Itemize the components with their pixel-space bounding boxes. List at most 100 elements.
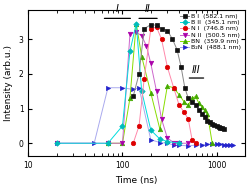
B₂N  (488.1 nm) bbox=[226, 144, 229, 146]
B I  (582.1 nm) bbox=[183, 87, 186, 89]
N I  (746.8 nm) bbox=[155, 26, 158, 28]
B II  (345.1 nm) bbox=[158, 138, 161, 140]
B I  (582.1 nm) bbox=[221, 127, 224, 129]
B I  (582.1 nm) bbox=[206, 120, 209, 122]
B₂N  (488.1 nm) bbox=[137, 87, 140, 89]
BN  (359.9 nm) bbox=[140, 55, 143, 58]
BN  (359.9 nm) bbox=[203, 109, 206, 112]
B₂N  (488.1 nm) bbox=[194, 144, 197, 146]
B I  (582.1 nm) bbox=[187, 97, 190, 99]
Text: I: I bbox=[116, 4, 119, 14]
Text: II: II bbox=[145, 4, 150, 14]
Line: N II  (500.5 nm): N II (500.5 nm) bbox=[55, 30, 190, 146]
BN  (359.9 nm) bbox=[106, 142, 109, 144]
B₂N  (488.1 nm) bbox=[132, 88, 135, 91]
BN  (359.9 nm) bbox=[183, 101, 186, 103]
B II  (345.1 nm) bbox=[121, 125, 124, 127]
B₂N  (488.1 nm) bbox=[200, 144, 203, 146]
BN  (359.9 nm) bbox=[128, 97, 131, 99]
N I  (746.8 nm) bbox=[166, 66, 169, 68]
BN  (359.9 nm) bbox=[197, 102, 200, 105]
B I  (582.1 nm) bbox=[149, 23, 152, 26]
N I  (746.8 nm) bbox=[172, 87, 175, 89]
BN  (359.9 nm) bbox=[135, 22, 138, 25]
B I  (582.1 nm) bbox=[180, 66, 183, 68]
B I  (582.1 nm) bbox=[211, 123, 214, 125]
BN  (359.9 nm) bbox=[158, 128, 161, 130]
N I  (746.8 nm) bbox=[149, 28, 152, 30]
B I  (582.1 nm) bbox=[143, 28, 146, 30]
N I  (746.8 nm) bbox=[191, 139, 194, 141]
BN  (359.9 nm) bbox=[178, 94, 181, 96]
B₂N  (488.1 nm) bbox=[172, 144, 175, 146]
B I  (582.1 nm) bbox=[160, 28, 163, 30]
B₂N  (488.1 nm) bbox=[106, 87, 109, 89]
N II  (500.5 nm) bbox=[155, 90, 158, 92]
N II  (500.5 nm) bbox=[178, 142, 181, 144]
B I  (582.1 nm) bbox=[176, 48, 179, 51]
B₂N  (488.1 nm) bbox=[229, 144, 232, 146]
N II  (500.5 nm) bbox=[145, 45, 148, 47]
N II  (500.5 nm) bbox=[149, 62, 152, 65]
N I  (746.8 nm) bbox=[194, 142, 197, 144]
N I  (746.8 nm) bbox=[132, 142, 135, 144]
B I  (582.1 nm) bbox=[155, 24, 158, 26]
N II  (500.5 nm) bbox=[140, 35, 143, 37]
BN  (359.9 nm) bbox=[206, 113, 209, 115]
N II  (500.5 nm) bbox=[106, 142, 109, 144]
N II  (500.5 nm) bbox=[55, 142, 58, 144]
Line: N I  (746.8 nm): N I (746.8 nm) bbox=[131, 25, 198, 146]
B₂N  (488.1 nm) bbox=[158, 141, 161, 144]
B I  (582.1 nm) bbox=[200, 113, 203, 115]
B₂N  (488.1 nm) bbox=[121, 87, 124, 89]
B I  (582.1 nm) bbox=[208, 121, 211, 124]
B I  (582.1 nm) bbox=[217, 126, 220, 128]
B II  (345.1 nm) bbox=[55, 142, 58, 144]
B₂N  (488.1 nm) bbox=[55, 142, 58, 144]
B I  (582.1 nm) bbox=[219, 126, 222, 129]
B₂N  (488.1 nm) bbox=[149, 139, 152, 141]
B I  (582.1 nm) bbox=[213, 124, 216, 126]
B₂N  (488.1 nm) bbox=[187, 145, 190, 147]
B₂N  (488.1 nm) bbox=[178, 144, 181, 146]
B₂N  (488.1 nm) bbox=[215, 143, 218, 145]
BN  (359.9 nm) bbox=[121, 142, 124, 144]
BN  (359.9 nm) bbox=[187, 104, 190, 106]
B I  (582.1 nm) bbox=[203, 116, 206, 118]
B I  (582.1 nm) bbox=[222, 128, 225, 130]
B II  (345.1 nm) bbox=[135, 22, 138, 25]
BN  (359.9 nm) bbox=[166, 85, 169, 87]
B₂N  (488.1 nm) bbox=[206, 143, 209, 145]
Line: B I  (582.1 nm): B I (582.1 nm) bbox=[131, 22, 226, 131]
N II  (500.5 nm) bbox=[135, 31, 138, 33]
BN  (359.9 nm) bbox=[211, 142, 214, 144]
B I  (582.1 nm) bbox=[215, 125, 218, 127]
BN  (359.9 nm) bbox=[172, 87, 175, 89]
BN  (359.9 nm) bbox=[194, 95, 197, 98]
B II  (345.1 nm) bbox=[178, 142, 181, 144]
B₂N  (488.1 nm) bbox=[211, 143, 214, 145]
N II  (500.5 nm) bbox=[187, 142, 190, 144]
N II  (500.5 nm) bbox=[172, 141, 175, 144]
B I  (582.1 nm) bbox=[132, 95, 135, 98]
B₂N  (488.1 nm) bbox=[219, 143, 222, 145]
Line: B II  (345.1 nm): B II (345.1 nm) bbox=[55, 22, 181, 145]
B II  (345.1 nm) bbox=[128, 50, 131, 53]
Text: III: III bbox=[191, 65, 200, 75]
B I  (582.1 nm) bbox=[137, 73, 140, 75]
X-axis label: Time (ns): Time (ns) bbox=[116, 176, 158, 185]
B I  (582.1 nm) bbox=[166, 29, 169, 32]
B₂N  (488.1 nm) bbox=[232, 144, 235, 146]
B I  (582.1 nm) bbox=[197, 109, 200, 112]
B II  (345.1 nm) bbox=[140, 90, 143, 92]
N I  (746.8 nm) bbox=[137, 125, 140, 127]
N I  (746.8 nm) bbox=[178, 104, 181, 106]
B I  (582.1 nm) bbox=[191, 101, 194, 103]
N II  (500.5 nm) bbox=[160, 118, 163, 120]
N I  (746.8 nm) bbox=[187, 118, 190, 120]
Y-axis label: Intensity (arb.u.): Intensity (arb.u.) bbox=[4, 45, 13, 121]
B II  (345.1 nm) bbox=[149, 129, 152, 131]
B II  (345.1 nm) bbox=[106, 142, 109, 144]
Legend: B I  (582.1 nm), B II  (345.1 nm), N I  (746.8 nm), N II  (500.5 nm), BN  (359.9: B I (582.1 nm), B II (345.1 nm), N I (74… bbox=[179, 13, 242, 51]
B I  (582.1 nm) bbox=[194, 104, 197, 106]
